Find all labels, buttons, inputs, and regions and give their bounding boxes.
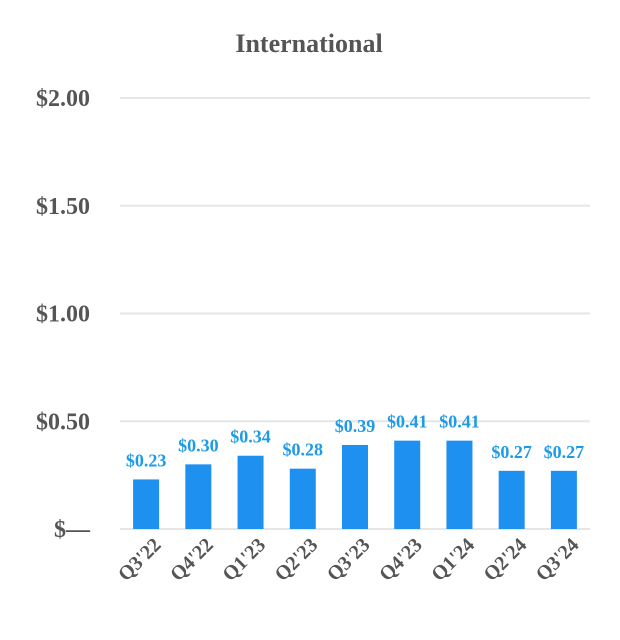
x-tick-label: Q4'23 (375, 534, 427, 586)
data-label: $0.23 (126, 450, 167, 470)
data-label: $0.34 (230, 427, 271, 447)
x-tick-label: Q3'22 (114, 534, 166, 586)
bar (446, 440, 473, 529)
x-tick-label: Q4'22 (166, 534, 218, 586)
x-tick-label: Q3'23 (323, 534, 375, 586)
x-tick-label: Q3'24 (532, 534, 584, 586)
bar (550, 470, 577, 529)
data-label: $0.41 (439, 412, 480, 432)
data-label: $0.27 (544, 442, 585, 462)
bar (237, 455, 264, 529)
bar (133, 479, 160, 529)
bar (342, 444, 368, 529)
bar (498, 470, 525, 529)
data-label: $0.27 (491, 442, 532, 462)
x-tick-label: Q2'23 (271, 534, 323, 586)
y-tick-label: $0.50 (36, 409, 90, 435)
y-tick-label: $2.00 (36, 86, 90, 112)
bar (394, 440, 421, 529)
bar (289, 468, 316, 529)
x-tick-label: Q1'24 (427, 534, 479, 586)
data-label: $0.28 (283, 440, 324, 460)
data-label: $0.41 (387, 412, 428, 432)
y-tick-label: $— (54, 517, 91, 543)
x-tick-label: Q1'23 (218, 534, 270, 586)
data-label: $0.39 (335, 416, 376, 436)
bar (185, 464, 212, 529)
y-tick-label: $1.00 (36, 302, 90, 328)
y-tick-label: $1.50 (36, 194, 90, 220)
x-tick-label: Q2'24 (479, 534, 531, 586)
chart-title: International (235, 29, 382, 58)
data-label: $0.30 (178, 435, 219, 455)
